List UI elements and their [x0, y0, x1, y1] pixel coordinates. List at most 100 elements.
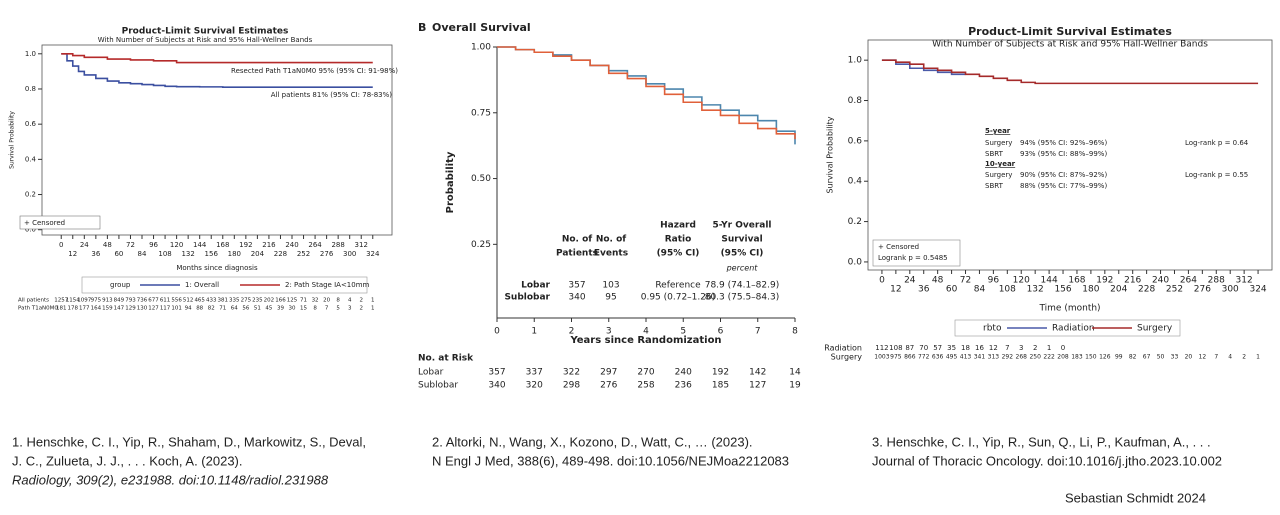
- risk-value: 849: [114, 298, 125, 304]
- table-header: Survival: [721, 235, 762, 245]
- table-cell: 357: [568, 281, 585, 291]
- legend-title: rbto: [983, 324, 1002, 334]
- y-tick-label: 1.00: [471, 43, 491, 53]
- risk-value: 2: [359, 298, 363, 304]
- panel-label: B: [418, 21, 426, 34]
- citation: N Engl J Med, 388(6), 489-498. doi:10.10…: [432, 453, 789, 468]
- x-tick-label: 204: [251, 250, 265, 258]
- table-cell: 80.3 (75.5–84.3): [705, 293, 780, 303]
- risk-value: 335: [229, 298, 240, 304]
- risk-value: 82: [1129, 354, 1137, 361]
- x-tick-label: 228: [274, 250, 287, 258]
- x-tick-label: 180: [1082, 285, 1099, 295]
- x-tick-label: 240: [1152, 276, 1169, 286]
- x-tick-label: 0: [59, 241, 63, 249]
- risk-value: 177: [79, 306, 90, 312]
- risk-value: 4: [348, 298, 352, 304]
- risk-value: 67: [1143, 354, 1151, 361]
- risk-value: 495: [946, 354, 958, 361]
- x-tick-label: 120: [1013, 276, 1030, 286]
- x-tick-label: 324: [1249, 285, 1266, 295]
- y-axis-title: Probability: [445, 151, 456, 213]
- risk-value: 12: [1199, 354, 1207, 361]
- chart-title: Product-Limit Survival Estimates: [968, 25, 1172, 38]
- censored-box: [872, 239, 961, 267]
- survival-curve: [61, 52, 373, 89]
- citation: 1. Henschke, C. I., Yip, R., Shaham, D.,…: [12, 434, 366, 449]
- risk-value: 71: [219, 306, 226, 312]
- risk-value: 677: [148, 298, 159, 304]
- risk-value: 30: [289, 306, 296, 312]
- risk-row-label: Sublobar: [418, 381, 458, 391]
- citation: Radiology, 309(2), e231988. doi:10.1148/…: [12, 472, 329, 487]
- survival-curve: [497, 46, 796, 140]
- risk-value: 57: [933, 344, 942, 352]
- risk-value: 556: [171, 298, 182, 304]
- risk-value: 3: [348, 306, 352, 312]
- risk-value: 1: [371, 298, 375, 304]
- risk-value: 465: [194, 298, 205, 304]
- risk-value: 20: [323, 298, 330, 304]
- table-cell: 0.95 (0.72–1.26): [641, 293, 716, 303]
- annotation: Logrank p = 0.5485: [878, 254, 948, 262]
- annotation: + Censored: [24, 219, 65, 227]
- risk-value: 94: [185, 306, 192, 312]
- risk-value: 7: [1214, 354, 1218, 361]
- risk-value: 611: [160, 298, 171, 304]
- risk-value: 178: [68, 306, 79, 312]
- risk-value: 1257: [54, 298, 68, 304]
- x-tick-label: 156: [205, 250, 219, 258]
- x-tick-label: 192: [1096, 276, 1113, 286]
- risk-value: 235: [252, 298, 263, 304]
- survival-curve: [61, 52, 373, 64]
- y-tick-label: 0.75: [471, 108, 491, 118]
- annotation: 94% (95% CI: 92%–96%): [1020, 139, 1107, 147]
- x-tick-label: 96: [988, 276, 1000, 286]
- x-tick-label: 72: [960, 276, 971, 286]
- citation: J. C., Zulueta, J. J., . . . Koch, A. (2…: [12, 453, 242, 468]
- y-tick-label: 0.50: [471, 174, 491, 184]
- risk-value: 51: [254, 306, 261, 312]
- x-tick-label: 24: [80, 241, 89, 249]
- x-tick-label: 240: [285, 241, 298, 249]
- table-header: Ratio: [665, 235, 692, 245]
- x-tick-label: 252: [297, 250, 310, 258]
- y-axis-title: Survival Probability: [9, 111, 16, 169]
- risk-value: 4: [1228, 354, 1232, 361]
- x-tick-label: 0: [879, 276, 885, 286]
- risk-value: 322: [563, 368, 580, 378]
- x-tick-label: 60: [114, 250, 123, 258]
- x-tick-label: 252: [1166, 285, 1183, 295]
- table-header: (95% CI): [721, 249, 764, 259]
- risk-row-label: Path T1aN0M0: [18, 306, 58, 312]
- annotation: SBRT: [985, 182, 1004, 190]
- table-header: Patients: [556, 249, 598, 259]
- risk-value: 1154: [66, 298, 80, 304]
- risk-row-label: Radiation: [824, 344, 862, 353]
- risk-value: 35: [947, 344, 956, 352]
- risk-value: 636: [932, 354, 944, 361]
- risk-value: 129: [125, 306, 136, 312]
- risk-value: 1: [371, 306, 375, 312]
- x-tick-label: 264: [1180, 276, 1197, 286]
- table-header: Hazard: [660, 221, 696, 231]
- x-axis-title: Months since diagnosis: [176, 264, 258, 272]
- y-tick-label: 0.6: [25, 120, 37, 128]
- legend-label: Surgery: [1137, 324, 1173, 334]
- x-tick-label: 156: [1054, 285, 1071, 295]
- x-tick-label: 288: [331, 241, 344, 249]
- risk-value: 276: [600, 381, 617, 391]
- annotation: 88% (95% CI: 77%–99%): [1020, 182, 1107, 190]
- risk-value: 32: [312, 298, 319, 304]
- risk-value: 413: [960, 354, 972, 361]
- risk-value: 70: [919, 344, 928, 352]
- risk-value: 512: [183, 298, 194, 304]
- x-tick-label: 276: [320, 250, 334, 258]
- x-tick-label: 228: [1138, 285, 1155, 295]
- risk-value: 50: [1157, 354, 1165, 361]
- risk-value: 1: [1256, 354, 1260, 361]
- annotation: 10-year: [985, 160, 1016, 168]
- risk-value: 99: [1115, 354, 1123, 361]
- risk-value: 192: [712, 368, 729, 378]
- risk-value: 250: [1029, 354, 1041, 361]
